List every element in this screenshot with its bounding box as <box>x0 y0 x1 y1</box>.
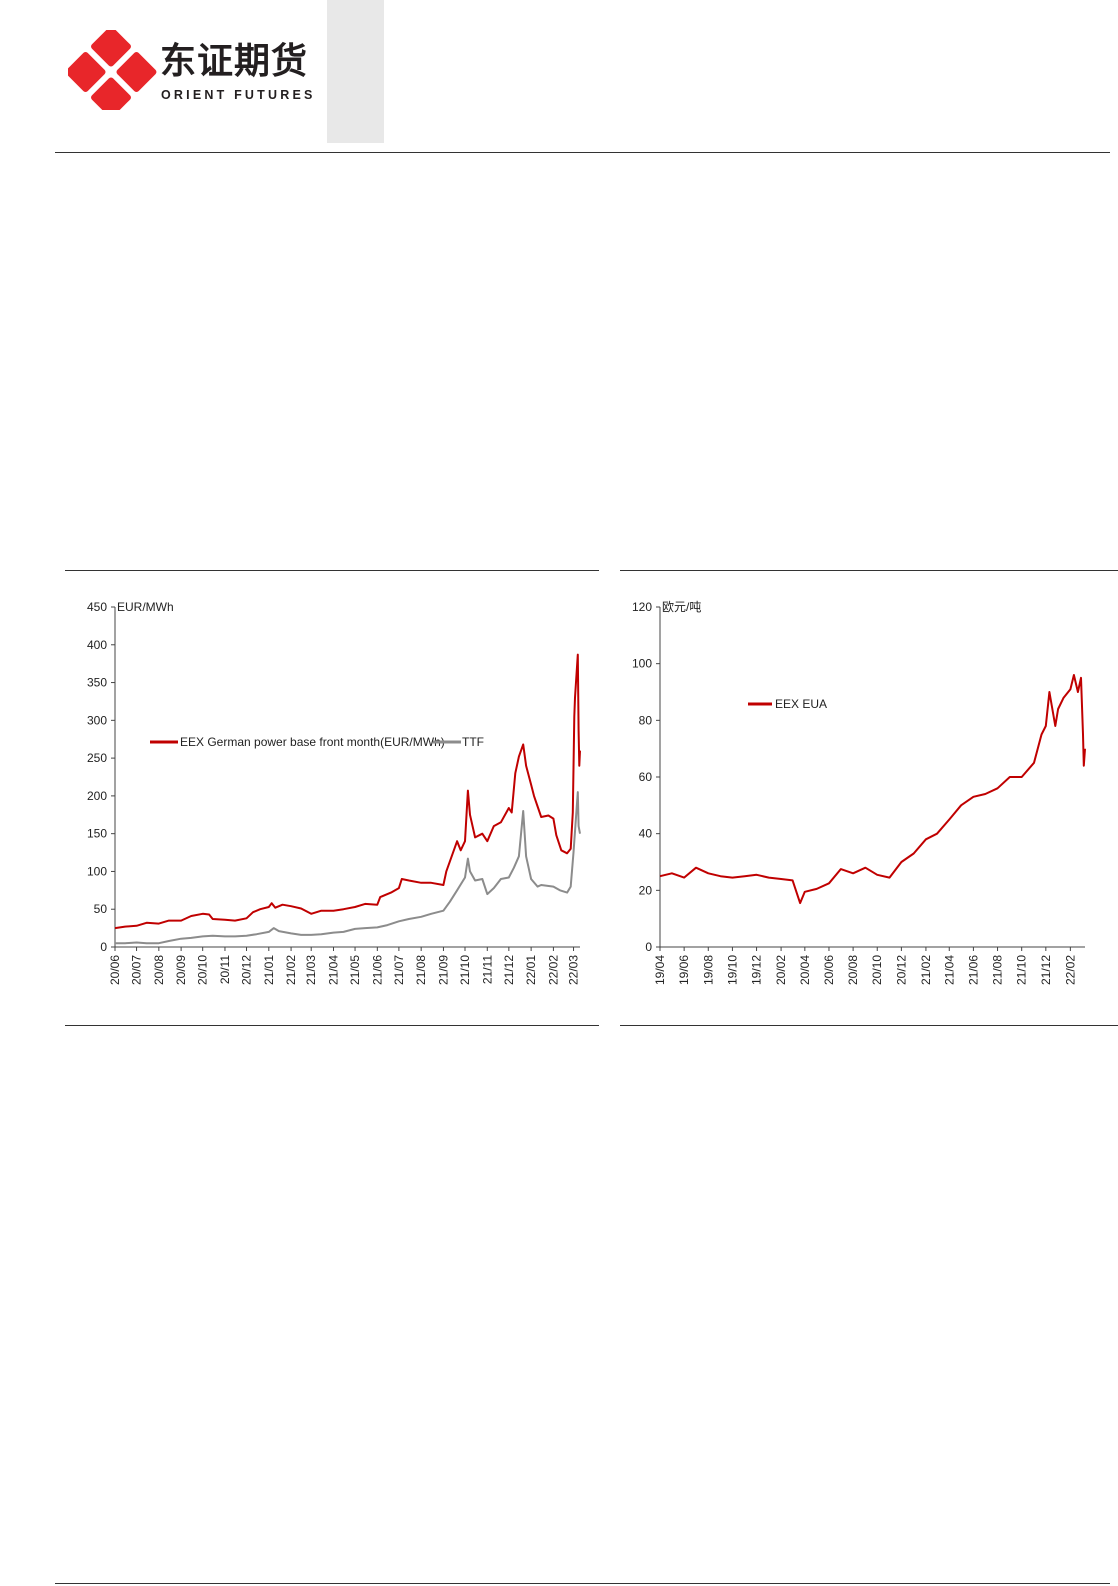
y-tick-label: 350 <box>87 676 107 690</box>
y-tick-label: 300 <box>87 713 107 727</box>
y-tick-label: 60 <box>639 770 653 784</box>
logo-english-name: ORIENT FUTURES <box>161 88 316 102</box>
x-tick-label: 21/08 <box>414 955 428 985</box>
legend-label-1: EEX EUA <box>775 697 827 711</box>
x-tick-label: 20/12 <box>240 955 254 985</box>
x-tick-label: 20/06 <box>822 955 836 985</box>
x-tick-label: 19/08 <box>701 955 715 985</box>
y-tick-label: 450 <box>87 600 107 614</box>
y-tick-label: 100 <box>632 657 652 671</box>
x-tick-label: 19/04 <box>653 955 667 985</box>
x-tick-label: 20/09 <box>174 955 188 985</box>
x-tick-label: 22/01 <box>524 955 538 985</box>
y-tick-label: 20 <box>639 883 653 897</box>
x-tick-label: 20/07 <box>130 955 144 985</box>
x-tick-label: 20/08 <box>846 955 860 985</box>
y-tick-label: 120 <box>632 600 652 614</box>
x-tick-label: 21/08 <box>991 955 1005 985</box>
x-tick-label: 21/11 <box>480 955 494 984</box>
y-tick-label: 200 <box>87 789 107 803</box>
x-tick-label: 20/06 <box>108 955 122 985</box>
chart1-top-rule <box>65 570 599 571</box>
x-tick-label: 21/02 <box>284 955 298 985</box>
x-tick-label: 19/10 <box>725 955 739 985</box>
legend-label-2: TTF <box>462 735 484 749</box>
y-unit-label: 欧元/吨 <box>662 600 701 614</box>
y-tick-label: 150 <box>87 827 107 841</box>
x-tick-label: 20/11 <box>218 955 232 984</box>
footer-divider <box>55 1583 1110 1584</box>
chart1-bottom-rule <box>65 1025 599 1026</box>
y-tick-label: 100 <box>87 864 107 878</box>
x-tick-label: 20/10 <box>196 955 210 985</box>
x-tick-label: 22/02 <box>546 955 560 985</box>
x-tick-label: 21/01 <box>262 955 276 985</box>
chart2-top-rule <box>620 570 1118 571</box>
x-tick-label: 21/03 <box>304 955 318 985</box>
power-gas-price-chart: 0 50 100 150 200 250 300 350 400 450 EUR/MWh 20/06 2… <box>87 600 581 985</box>
x-tick-label: 21/10 <box>1015 955 1029 985</box>
y-tick-label: 80 <box>639 713 653 727</box>
orient-futures-logo-icon <box>68 30 157 110</box>
x-tick-label: 21/07 <box>392 955 406 985</box>
chart2-bottom-rule <box>620 1025 1118 1026</box>
series-line-1 <box>114 653 581 930</box>
x-tick-label: 21/12 <box>1039 955 1053 985</box>
x-tick-label: 21/04 <box>942 955 956 985</box>
y-tick-label: 0 <box>645 940 652 954</box>
x-tick-label: 20/12 <box>894 955 908 985</box>
header-divider <box>55 152 1110 153</box>
eua-carbon-price-chart: 0 20 40 60 80 100 120 欧元/吨 19/04 19/06 19/08 19/10 1… <box>632 600 1086 985</box>
y-tick-label: 50 <box>94 902 108 916</box>
legend-label-1: EEX German power base front month(EUR/MW… <box>180 735 445 749</box>
x-tick-label: 21/06 <box>370 955 384 985</box>
series-line-2 <box>115 791 581 945</box>
y-tick-label: 0 <box>100 940 107 954</box>
x-tick-label: 21/12 <box>502 955 516 985</box>
x-tick-label: 22/02 <box>1063 955 1077 985</box>
x-tick-label: 20/04 <box>798 955 812 985</box>
x-tick-label: 21/09 <box>436 955 450 985</box>
x-tick-label: 21/06 <box>966 955 980 985</box>
x-tick-label: 21/10 <box>458 955 472 985</box>
y-tick-label: 400 <box>87 638 107 652</box>
y-tick-label: 250 <box>87 751 107 765</box>
x-tick-label: 20/10 <box>870 955 884 985</box>
x-tick-label: 21/04 <box>326 955 340 985</box>
x-tick-label: 20/08 <box>152 955 166 985</box>
header-grey-tab <box>327 0 384 143</box>
x-tick-label: 21/05 <box>348 955 362 985</box>
x-tick-label: 22/03 <box>567 955 581 985</box>
x-tick-label: 19/12 <box>750 955 764 985</box>
x-tick-label: 20/02 <box>774 955 788 985</box>
y-unit-label: EUR/MWh <box>117 600 174 614</box>
y-tick-label: 40 <box>639 827 653 841</box>
logo-chinese-name: 东证期货 <box>160 41 309 82</box>
x-tick-label: 19/06 <box>677 955 691 985</box>
x-tick-label: 21/02 <box>919 955 933 985</box>
series-line-1 <box>659 674 1086 905</box>
